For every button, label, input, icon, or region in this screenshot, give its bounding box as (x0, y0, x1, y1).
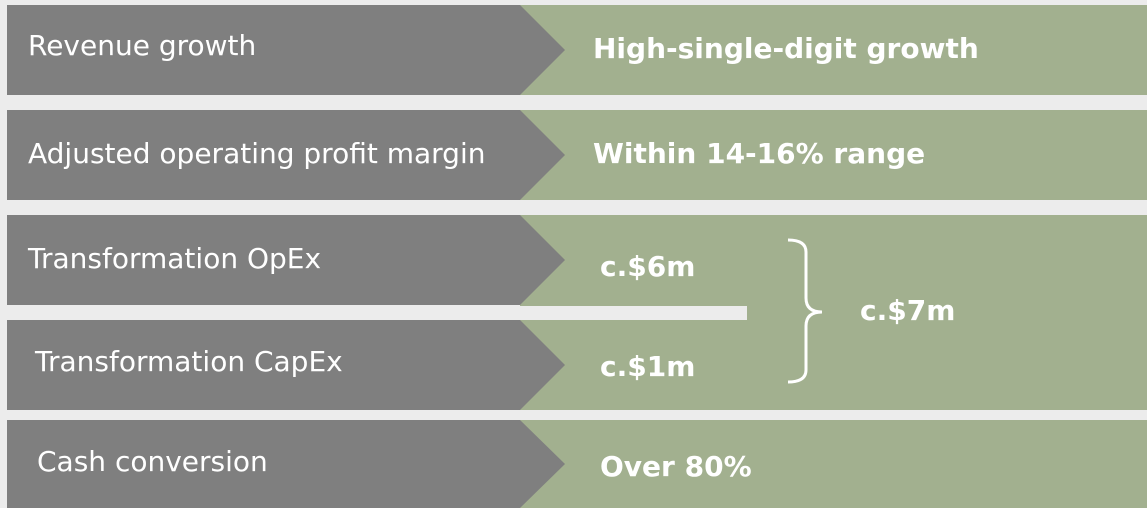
row-value: High-single-digit growth (593, 32, 979, 65)
row-label: Cash conversion (37, 445, 268, 478)
separator (520, 306, 747, 320)
label-arrow (7, 215, 565, 305)
row-value: c.$1m (600, 350, 695, 383)
row-value: Over 80% (600, 450, 752, 483)
row-label: Adjusted operating profit margin (28, 137, 485, 170)
label-arrow (7, 420, 565, 508)
label-arrow (7, 110, 565, 200)
row-label: Revenue growth (28, 29, 256, 62)
value-panel (520, 110, 1147, 200)
row-label: Transformation OpEx (27, 242, 321, 275)
label-arrow (7, 5, 565, 95)
combined-value: c.$7m (860, 294, 955, 327)
row-value: c.$6m (600, 250, 695, 283)
row-value: Within 14-16% range (593, 137, 925, 170)
bracket (787, 238, 823, 384)
label-arrow (7, 320, 565, 410)
value-panel (520, 420, 1147, 508)
row-label: Transformation CapEx (34, 345, 343, 378)
value-panel (520, 5, 1147, 95)
